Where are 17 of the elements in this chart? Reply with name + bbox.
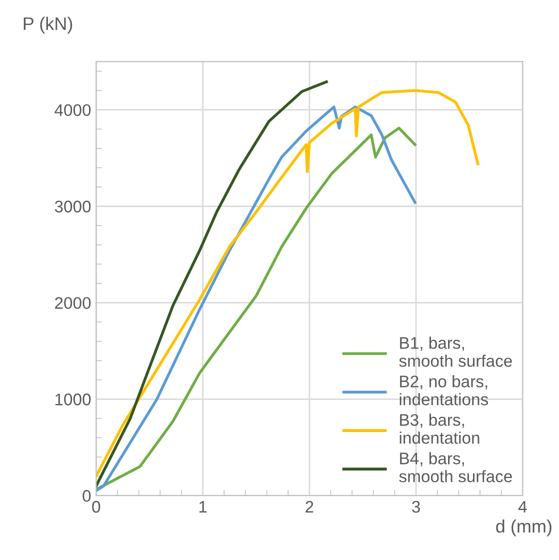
line-series: [96, 80, 328, 488]
legend-label: B2, no bars, indentations: [400, 375, 488, 406]
y-axis-title: P (kN): [24, 16, 72, 34]
y-tick-label: 0: [82, 490, 91, 502]
x-tick-label: 4: [518, 501, 527, 513]
legend-label: B1, bars, smooth surface: [399, 336, 512, 367]
x-tick-label: 3: [412, 500, 420, 513]
x-axis-title: d (mm): [496, 519, 552, 536]
y-tick-label: 3000: [54, 200, 91, 212]
legend-label: B3, bars, indentation: [400, 414, 480, 444]
y-tick-label: 1000: [55, 394, 91, 406]
x-tick-label: 2: [306, 500, 314, 513]
y-tick-label: 2000: [55, 297, 91, 309]
legend-label: B4, bars, smooth surface: [399, 452, 512, 482]
x-tick-label: 1: [199, 501, 207, 513]
y-tick-label: 4000: [54, 104, 91, 116]
x-tick-label: 0: [92, 500, 100, 513]
